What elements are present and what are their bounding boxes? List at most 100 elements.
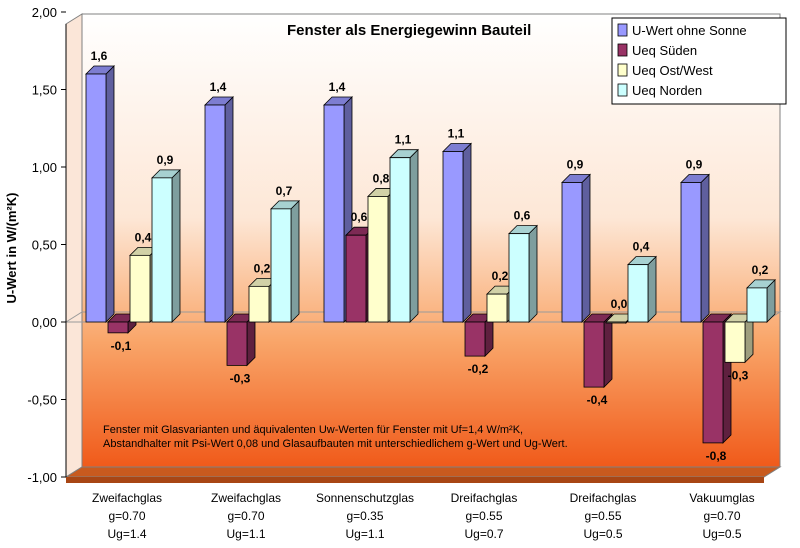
- bar-front: [702, 321, 724, 444]
- data-label: 1,4: [329, 80, 346, 94]
- legend-item: Ueq Süden: [617, 43, 697, 58]
- data-label: -0,3: [230, 371, 251, 385]
- legend: U-Wert ohne Sonne Ueq Süden Ueq Ost/West Ue…: [611, 17, 787, 105]
- legend-swatch: [617, 83, 628, 97]
- bar: [151, 168, 181, 323]
- x-tick-label: g=0.70: [227, 509, 264, 523]
- legend-label: U-Wert ohne Sonne: [632, 23, 747, 38]
- bar: [583, 313, 613, 389]
- bar-side: [290, 199, 300, 323]
- bar-side: [171, 168, 181, 323]
- x-tick-label: Ug=1.4: [107, 527, 146, 541]
- bar-front: [226, 321, 248, 366]
- x-axis: Zweifachglas g=0.70 Ug=1.4 Zweifachglas g=0.…: [92, 491, 755, 541]
- bar: [389, 148, 419, 323]
- data-label: 0,4: [633, 240, 650, 254]
- legend-swatch: [617, 43, 628, 57]
- x-tick-label: Ug=0.7: [464, 527, 503, 541]
- bar-front: [442, 151, 464, 323]
- y-tick-label: 1,50: [32, 83, 57, 98]
- bar-front: [345, 234, 367, 323]
- y-tick-label: 0,50: [32, 238, 57, 253]
- data-label: -0,1: [111, 339, 132, 353]
- bar-front: [508, 233, 530, 323]
- legend-item: Ueq Norden: [617, 83, 702, 98]
- bar: [561, 173, 591, 323]
- data-label: 1,4: [210, 80, 227, 94]
- y-tick-label: 2,00: [32, 5, 57, 20]
- bar-front: [367, 196, 389, 323]
- x-tick-label: g=0.35: [346, 509, 383, 523]
- annotation-line: Abstandhalter mit Psi-Wert 0,08 und Glas…: [103, 438, 568, 450]
- bar: [627, 255, 657, 323]
- annotation-line: Fenster mit Glasvarianten und äquivalent…: [103, 424, 523, 436]
- data-label: 1,6: [91, 49, 108, 63]
- bar-front: [561, 182, 583, 323]
- x-tick-label: Dreifachglas: [570, 491, 637, 505]
- legend-box: [611, 17, 787, 105]
- y-tick-label: -1,00: [27, 470, 57, 485]
- data-labels: 1,6 -0,1 0,4 0,9 1,4 -0,3 0,2 0,7 1,4 0,6 0,8 1,1 1,…: [91, 49, 769, 463]
- bar: [107, 313, 137, 334]
- x-tick-label: Vakuumglas: [689, 491, 754, 505]
- y-axis-label: U-Wert in W/(m²K): [4, 193, 19, 304]
- bar-front: [605, 321, 627, 324]
- data-label: 0,2: [254, 261, 271, 275]
- bar-front: [85, 73, 107, 323]
- x-tick-label: g=0.55: [584, 509, 621, 523]
- data-label: 0,4: [135, 230, 152, 244]
- bars-group: [85, 65, 776, 444]
- legend-label: Ueq Norden: [632, 83, 702, 98]
- data-label: 0,0: [611, 297, 628, 311]
- data-label: 0,7: [276, 184, 293, 198]
- bar-side: [105, 65, 115, 323]
- floor: [64, 466, 782, 478]
- bar-front: [680, 182, 702, 323]
- x-tick-label: Ug=0.5: [583, 527, 622, 541]
- data-label: 0,8: [373, 171, 390, 185]
- bar-front: [464, 321, 486, 357]
- bar-front: [627, 264, 649, 323]
- data-label: 1,1: [448, 127, 465, 141]
- bar: [442, 142, 472, 323]
- y-tick-label: -0,50: [27, 393, 57, 408]
- bar-side: [462, 142, 472, 323]
- legend-item: Ueq Ost/West: [617, 63, 713, 78]
- side-wall: [65, 13, 83, 478]
- bar: [746, 278, 776, 323]
- data-label: 0,9: [567, 158, 584, 172]
- data-label: 0,9: [686, 158, 703, 172]
- annotation-note: Fenster mit Glasvarianten und äquivalent…: [103, 424, 568, 450]
- y-axis: 2,00 1,50 1,00 0,50 0,00 -0,50 -1,00: [27, 5, 67, 485]
- data-label: -0,2: [468, 362, 489, 376]
- bar-side: [647, 255, 657, 323]
- bar: [204, 96, 234, 323]
- x-tick-label: Ug=1.1: [226, 527, 265, 541]
- x-tick-label: Zweifachglas: [211, 491, 281, 505]
- zero-baseline: [64, 311, 782, 323]
- x-tick-label: Ug=0.5: [702, 527, 741, 541]
- data-label: 0,6: [514, 209, 531, 223]
- data-label: -0,8: [706, 449, 727, 463]
- x-tick-label: g=0.55: [465, 509, 502, 523]
- data-label: 0,2: [492, 269, 509, 283]
- bar: [508, 224, 538, 323]
- bar-front: [270, 208, 292, 323]
- bar: [270, 199, 300, 323]
- y-tick-label: 1,00: [32, 160, 57, 175]
- bar-front: [107, 321, 129, 334]
- legend-swatch: [617, 23, 628, 37]
- bar-front: [204, 104, 226, 323]
- x-tick-label: Sonnenschutzglas: [316, 491, 414, 505]
- bar-side: [528, 224, 538, 323]
- data-label: 1,1: [395, 133, 412, 147]
- bar-front: [129, 254, 151, 323]
- bar-front: [583, 321, 605, 388]
- bar-front: [486, 293, 508, 323]
- x-tick-label: g=0.70: [703, 509, 740, 523]
- x-tick-label: Ug=1.1: [345, 527, 384, 541]
- x-tick-label: g=0.70: [108, 509, 145, 523]
- bar-front: [323, 104, 345, 323]
- bar-side: [409, 148, 419, 323]
- bar: [486, 285, 516, 323]
